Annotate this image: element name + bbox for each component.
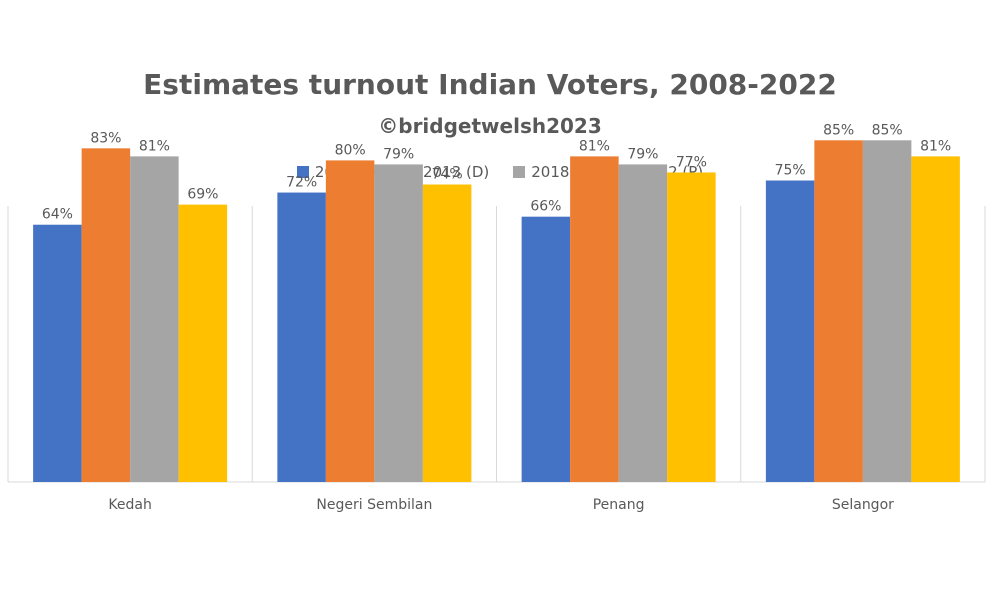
data-label: 85% bbox=[823, 122, 854, 138]
category-label: Selangor bbox=[832, 497, 894, 513]
bar-2022-penang bbox=[667, 172, 716, 482]
category-label: Kedah bbox=[108, 497, 151, 513]
bar-2018-negeri-sembilan bbox=[374, 164, 423, 483]
category-label: Negeri Sembilan bbox=[316, 497, 432, 513]
data-label: 79% bbox=[627, 146, 658, 162]
data-label: 75% bbox=[775, 163, 806, 179]
chart-title: Estimates turnout Indian Voters, 2008-20… bbox=[143, 68, 837, 101]
bar-2022-negeri-sembilan bbox=[422, 184, 472, 482]
chart-subtitle: ©bridgetwelsh2023 bbox=[378, 114, 602, 138]
legend-swatch-2008 bbox=[296, 166, 309, 178]
bar-2018-selangor bbox=[862, 140, 912, 483]
data-label: 74% bbox=[432, 167, 463, 183]
data-label: 85% bbox=[872, 122, 903, 138]
bar-2013-kedah bbox=[81, 148, 131, 482]
category-label: Penang bbox=[593, 497, 645, 513]
data-label: 81% bbox=[920, 138, 951, 154]
legend-label-2013: 2013 (D) bbox=[423, 163, 490, 181]
bar-2022-selangor bbox=[911, 156, 960, 482]
bar-2013-selangor bbox=[814, 140, 863, 483]
data-label: 83% bbox=[90, 130, 121, 146]
bar-2008-selangor bbox=[765, 180, 815, 482]
data-label: 69% bbox=[187, 187, 218, 203]
bar-2022-kedah bbox=[178, 204, 228, 482]
data-label: 79% bbox=[383, 146, 414, 162]
bar-2018-penang bbox=[618, 164, 668, 483]
bar-2013-penang bbox=[570, 156, 619, 482]
bar-2008-negeri-sembilan bbox=[277, 192, 326, 482]
bar-2008-penang bbox=[521, 216, 571, 482]
bar-2018-kedah bbox=[130, 156, 179, 482]
bar-2013-negeri-sembilan bbox=[325, 160, 375, 482]
data-label: 77% bbox=[676, 154, 707, 170]
data-label: 72% bbox=[286, 175, 317, 191]
legend-swatch-2018 bbox=[513, 166, 526, 178]
data-label: 81% bbox=[139, 138, 170, 154]
data-label: 64% bbox=[42, 207, 73, 223]
data-label: 81% bbox=[579, 138, 610, 154]
data-label: 66% bbox=[530, 199, 561, 215]
bar-2008-kedah bbox=[33, 224, 82, 482]
data-label: 80% bbox=[335, 142, 366, 158]
